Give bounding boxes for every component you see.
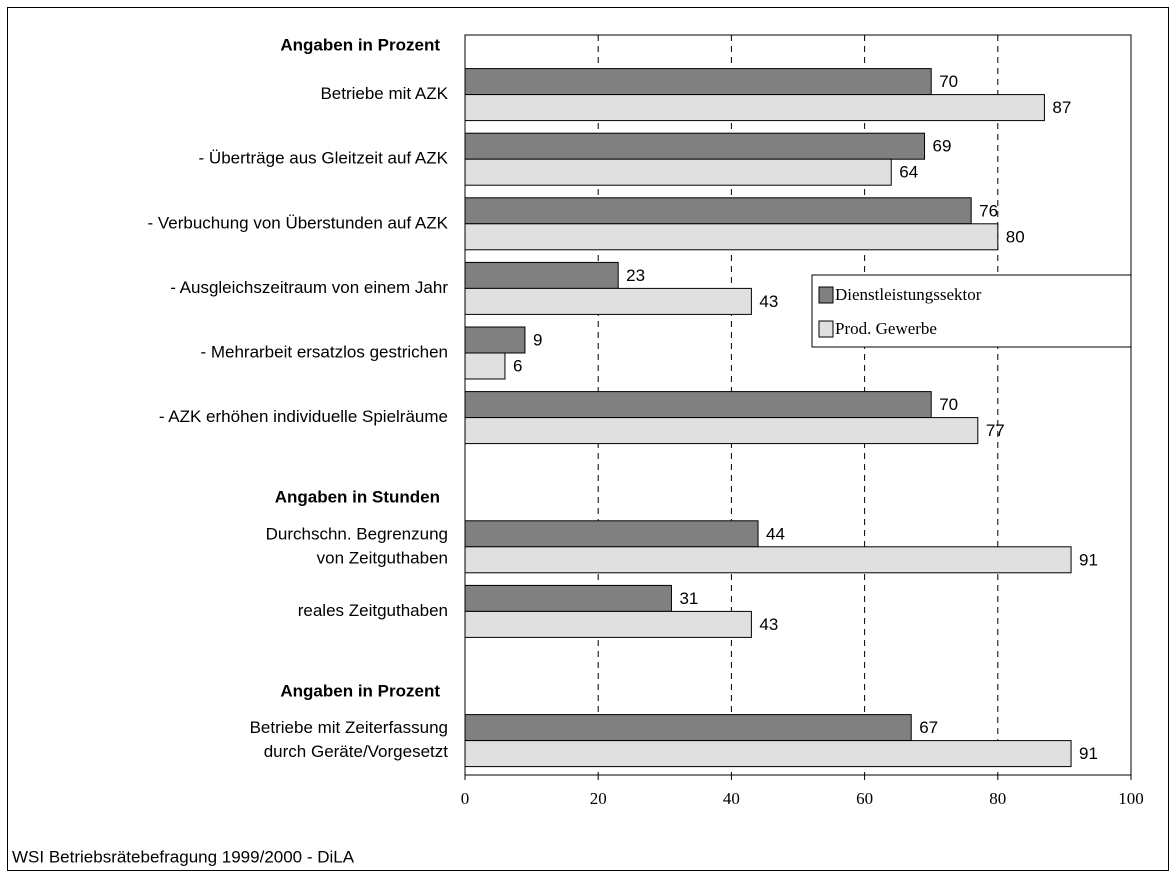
section-header: Angaben in Stunden	[275, 488, 440, 507]
x-tick-label: 0	[461, 789, 470, 808]
y-tick-label: - Verbuchung von Überstunden auf AZK	[147, 213, 448, 232]
value-label: 9	[533, 330, 542, 349]
y-tick-label: Betriebe mit Zeiterfassung	[250, 718, 448, 737]
section-header: Angaben in Prozent	[280, 681, 440, 700]
x-tick-label: 100	[1118, 789, 1144, 808]
value-label: 80	[1006, 227, 1025, 246]
bar	[464, 132, 926, 160]
x-tick-label: 40	[723, 789, 740, 808]
value-label: 87	[1052, 98, 1071, 117]
value-label: 70	[939, 72, 958, 91]
bar	[464, 94, 1045, 122]
value-label: 91	[1079, 744, 1098, 763]
bar	[464, 287, 752, 315]
legend: Dienstleistungssektor Prod. Gewerbe	[811, 274, 1132, 348]
bar	[464, 546, 1072, 574]
y-tick-label: Betriebe mit AZK	[320, 84, 448, 103]
bar	[464, 391, 932, 419]
legend-swatch	[818, 320, 834, 338]
value-label: 43	[759, 615, 778, 634]
bar	[464, 610, 752, 638]
bar	[464, 520, 759, 548]
x-tick-label: 60	[856, 789, 873, 808]
bar	[464, 740, 1072, 768]
y-tick-label: Durchschn. Begrenzung	[266, 524, 448, 543]
value-label: 91	[1079, 550, 1098, 569]
value-label: 76	[979, 201, 998, 220]
y-tick-label: reales Zeitguthaben	[298, 601, 448, 620]
value-label: 23	[626, 266, 645, 285]
bar	[464, 326, 526, 354]
value-label: 67	[919, 718, 938, 737]
value-label: 43	[759, 292, 778, 311]
y-tick-label: - Mehrarbeit ersatzlos gestrichen	[200, 342, 448, 361]
source-note: WSI Betriebsrätebefragung 1999/2000 - Di…	[12, 847, 355, 866]
plot-area: 0 20 40 60 80 100 Angaben in Prozent Betriebe m…	[147, 34, 1144, 808]
y-tick-label: von Zeitguthaben	[317, 548, 448, 567]
legend-label: Dienstleistungssektor	[835, 285, 982, 304]
value-label: 6	[513, 356, 522, 375]
bar	[464, 158, 892, 186]
x-tick-label: 80	[989, 789, 1006, 808]
bar	[464, 352, 506, 380]
y-tick-label: - Ausgleichszeitraum von einem Jahr	[170, 278, 448, 297]
bar	[464, 584, 672, 612]
bar	[464, 261, 619, 289]
value-label: 64	[899, 163, 918, 182]
value-label: 44	[766, 524, 785, 543]
x-tick-label: 20	[590, 789, 607, 808]
legend-box	[811, 274, 1132, 348]
value-label: 31	[679, 589, 698, 608]
y-tick-label: - AZK erhöhen individuelle Spielräume	[159, 407, 448, 426]
bar	[464, 714, 912, 742]
section-header: Angaben in Prozent	[280, 35, 440, 54]
value-label: 69	[933, 137, 952, 156]
bar	[464, 417, 979, 445]
bar	[464, 197, 972, 225]
value-label: 70	[939, 395, 958, 414]
y-tick-label: - Überträge aus Gleitzeit auf AZK	[199, 149, 449, 168]
y-tick-label: durch Geräte/Vorgesetzt	[264, 742, 449, 761]
value-label: 77	[986, 421, 1005, 440]
legend-swatch	[818, 286, 834, 304]
bar	[464, 68, 932, 96]
legend-label: Prod. Gewerbe	[835, 319, 937, 338]
bar	[464, 223, 999, 251]
